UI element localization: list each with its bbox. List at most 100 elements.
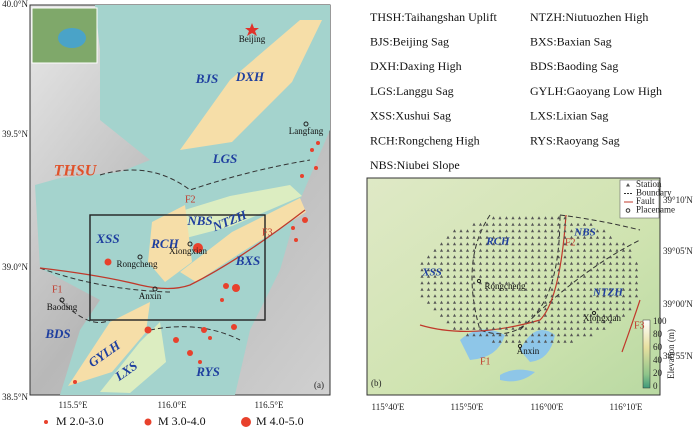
station	[524, 294, 528, 298]
station	[524, 248, 528, 252]
station	[446, 281, 450, 285]
station	[543, 300, 548, 304]
station	[511, 326, 515, 330]
lon-label: 116.0°E	[157, 400, 187, 410]
station	[433, 248, 437, 252]
station	[485, 333, 489, 337]
station	[550, 281, 554, 285]
high	[180, 20, 322, 150]
station	[504, 326, 509, 330]
place-marker	[59, 297, 65, 303]
station	[589, 294, 593, 298]
station	[446, 255, 450, 259]
station	[465, 235, 470, 239]
station	[595, 326, 600, 330]
legend-marker	[44, 420, 48, 424]
panel-label: (a)	[314, 380, 324, 390]
station	[504, 281, 509, 285]
station	[582, 307, 587, 311]
station	[439, 255, 444, 259]
station	[452, 281, 457, 285]
station	[634, 261, 639, 265]
station	[439, 274, 444, 278]
legend-marker	[144, 418, 152, 426]
station	[491, 261, 496, 265]
station	[595, 294, 600, 298]
station	[563, 248, 567, 252]
legend-label: Placename	[636, 205, 675, 215]
station	[465, 268, 470, 272]
station	[563, 274, 567, 278]
station	[595, 313, 600, 317]
station	[530, 281, 535, 285]
station	[615, 294, 619, 298]
station	[491, 300, 496, 304]
station	[569, 294, 574, 298]
station	[472, 333, 476, 337]
station	[530, 216, 535, 220]
station	[602, 268, 606, 272]
lon-label: 115.5°E	[58, 400, 88, 410]
station	[485, 235, 489, 239]
high	[180, 198, 306, 282]
station	[530, 274, 535, 278]
station	[556, 274, 561, 278]
station	[459, 326, 463, 330]
capital-marker	[245, 23, 259, 36]
station	[569, 320, 574, 324]
station	[439, 242, 444, 246]
station	[511, 339, 515, 343]
station	[511, 255, 515, 259]
station	[550, 216, 554, 220]
station	[589, 326, 593, 330]
station	[491, 255, 496, 259]
station	[498, 339, 502, 343]
station	[589, 274, 593, 278]
station	[491, 242, 496, 246]
station	[446, 242, 450, 246]
station	[628, 255, 632, 259]
station	[524, 261, 528, 265]
station	[543, 326, 548, 330]
station	[504, 235, 509, 239]
station	[452, 261, 457, 265]
station	[556, 261, 561, 265]
station	[504, 268, 509, 272]
station	[491, 313, 496, 317]
station	[582, 248, 587, 252]
station	[498, 242, 502, 246]
station	[582, 281, 587, 285]
station	[589, 248, 593, 252]
abbreviation: NBS:Niubei Slope	[370, 158, 460, 172]
lon-label: 116.5°E	[254, 400, 284, 410]
station	[569, 255, 574, 259]
station	[543, 229, 548, 233]
station	[582, 287, 587, 291]
station	[504, 274, 509, 278]
station	[498, 333, 502, 337]
station	[543, 320, 548, 324]
station	[504, 313, 509, 317]
abbreviation: GYLH:Gaoyang Low High	[530, 84, 662, 98]
station	[595, 287, 600, 291]
station	[433, 307, 437, 311]
station	[459, 281, 463, 285]
station	[556, 255, 561, 259]
station	[589, 333, 593, 337]
station	[439, 261, 444, 265]
legend-icon	[626, 183, 630, 187]
station	[433, 274, 437, 278]
place-label: Anxin	[139, 291, 162, 301]
station	[517, 261, 522, 265]
station	[465, 287, 470, 291]
station	[628, 300, 632, 304]
station	[556, 248, 561, 252]
station	[628, 261, 632, 265]
station	[530, 294, 535, 298]
station	[498, 294, 502, 298]
panel-a-map	[29, 4, 331, 396]
station	[478, 294, 483, 298]
place-label: Baoding	[47, 302, 78, 312]
station	[485, 274, 489, 278]
station	[511, 281, 515, 285]
